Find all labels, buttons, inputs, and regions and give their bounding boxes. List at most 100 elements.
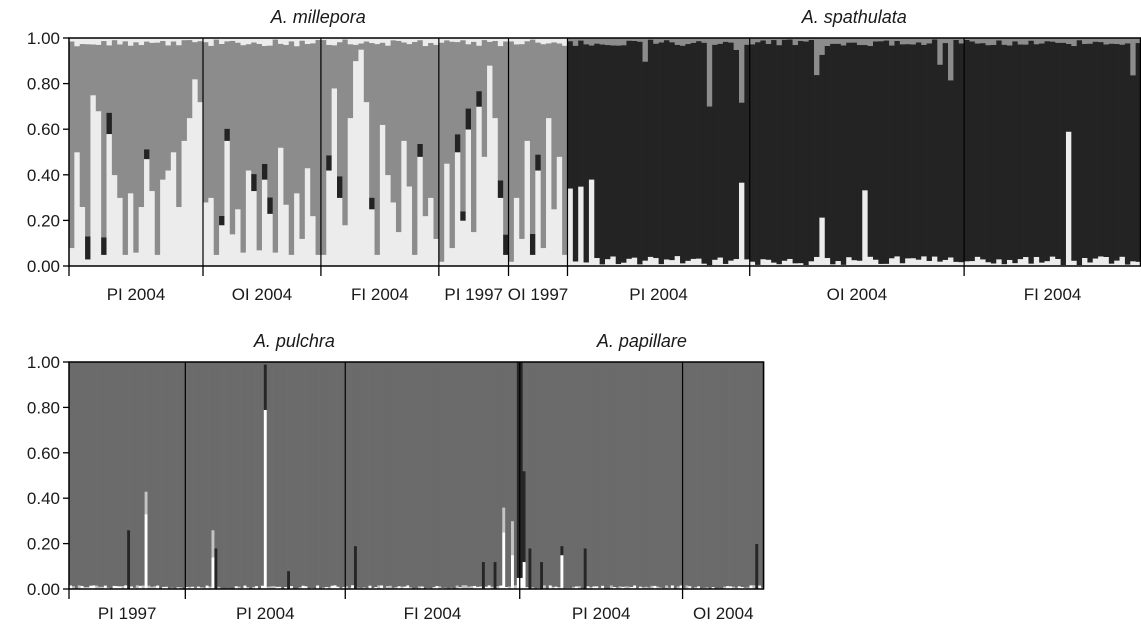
bar-segment (455, 362, 460, 586)
bar-segment (594, 43, 600, 259)
bar-segment (454, 134, 461, 153)
bar-segment (599, 44, 606, 265)
bar-segment (71, 362, 76, 587)
bar-segment (1092, 41, 1099, 259)
bar-segment (428, 38, 434, 43)
bar-segment (765, 43, 772, 260)
bar-segment (85, 38, 91, 45)
bar-segment (100, 362, 105, 587)
bar-segment (390, 40, 397, 203)
bar-segment (1124, 38, 1131, 44)
bar-segment (397, 362, 401, 587)
bar-segment (862, 44, 868, 191)
bar-segment (185, 586, 189, 590)
bar-segment (98, 362, 102, 587)
bar-segment (101, 237, 107, 255)
bar-segment (497, 180, 504, 198)
bar-segment (846, 38, 852, 43)
bar-segment (176, 44, 182, 208)
bar-segment (915, 259, 922, 267)
bar-segment (79, 38, 86, 45)
bar-segment (771, 262, 777, 267)
bar-segment (505, 586, 509, 590)
bar-segment (566, 362, 570, 588)
bar-segment (958, 43, 965, 263)
bar-segment (164, 586, 169, 590)
bar-segment (493, 362, 497, 563)
bar-segment (937, 64, 944, 262)
bar-segment (385, 585, 390, 590)
bar-segment (942, 38, 949, 44)
bar-segment (1044, 41, 1051, 262)
bar-segment (260, 362, 265, 586)
bar-segment (1108, 38, 1115, 44)
bar-segment (697, 362, 701, 587)
bar-segment (752, 362, 756, 586)
bar-segment (330, 362, 334, 586)
bar-segment (551, 42, 558, 210)
bar-segment (624, 362, 628, 587)
bar-segment (511, 520, 515, 556)
bar-segment (740, 586, 744, 590)
bar-segment (467, 362, 471, 587)
bar-segment (1012, 38, 1019, 42)
bar-segment (388, 585, 393, 590)
bar-segment (889, 257, 895, 267)
bar-segment (761, 362, 765, 588)
bar-segment (217, 586, 221, 590)
bar-segment (176, 38, 182, 46)
bar-segment (369, 38, 375, 44)
bar-segment (493, 561, 497, 590)
bar-segment (534, 362, 538, 589)
bar-segment (83, 587, 87, 590)
bar-segment (601, 585, 605, 590)
bar-segment (641, 362, 646, 588)
bar-segment (688, 585, 692, 590)
species-title: A. pulchra (253, 331, 335, 351)
bar-segment (996, 38, 1002, 41)
bar-segment (1001, 263, 1008, 267)
bar-segment (290, 362, 294, 587)
bar-segment (415, 362, 419, 589)
bar-segment (1028, 40, 1035, 264)
bar-segment (272, 38, 279, 40)
bar-segment (153, 362, 157, 587)
bar-segment (569, 362, 573, 588)
bar-segment (969, 41, 976, 262)
bar-segment (85, 236, 91, 260)
bar-segment (336, 586, 340, 590)
bar-segment (737, 362, 742, 587)
bar-segment (412, 38, 418, 43)
bar-segment (226, 362, 230, 589)
bar-segment (170, 41, 177, 153)
bar-segment (138, 38, 145, 46)
bar-segment (320, 38, 327, 41)
bar-segment (1103, 256, 1110, 267)
bar-segment (181, 140, 188, 267)
bar-segment (696, 40, 702, 259)
bar-segment (484, 586, 489, 590)
bar-segment (626, 38, 633, 41)
bar-segment (417, 38, 424, 41)
bar-segment (179, 362, 183, 588)
bar-segment (160, 40, 166, 180)
bar-segment (353, 38, 359, 45)
bar-segment (676, 362, 681, 587)
bar-segment (374, 362, 378, 588)
bar-segment (83, 362, 87, 588)
bar-segment (481, 39, 488, 157)
bar-segment (106, 38, 113, 46)
bar-segment (417, 362, 422, 587)
y-tick-label: 0.00 (27, 257, 60, 276)
bar-segment (133, 252, 140, 267)
bar-segment (267, 38, 274, 46)
bar-segment (624, 586, 628, 590)
bar-segment (583, 262, 590, 267)
bar-segment (481, 362, 486, 563)
bar-segment (926, 43, 933, 261)
bar-segment (572, 586, 576, 590)
bar-segment (519, 577, 523, 590)
bar-segment (899, 262, 906, 267)
bar-segment (669, 38, 676, 43)
bar-segment (127, 45, 134, 194)
